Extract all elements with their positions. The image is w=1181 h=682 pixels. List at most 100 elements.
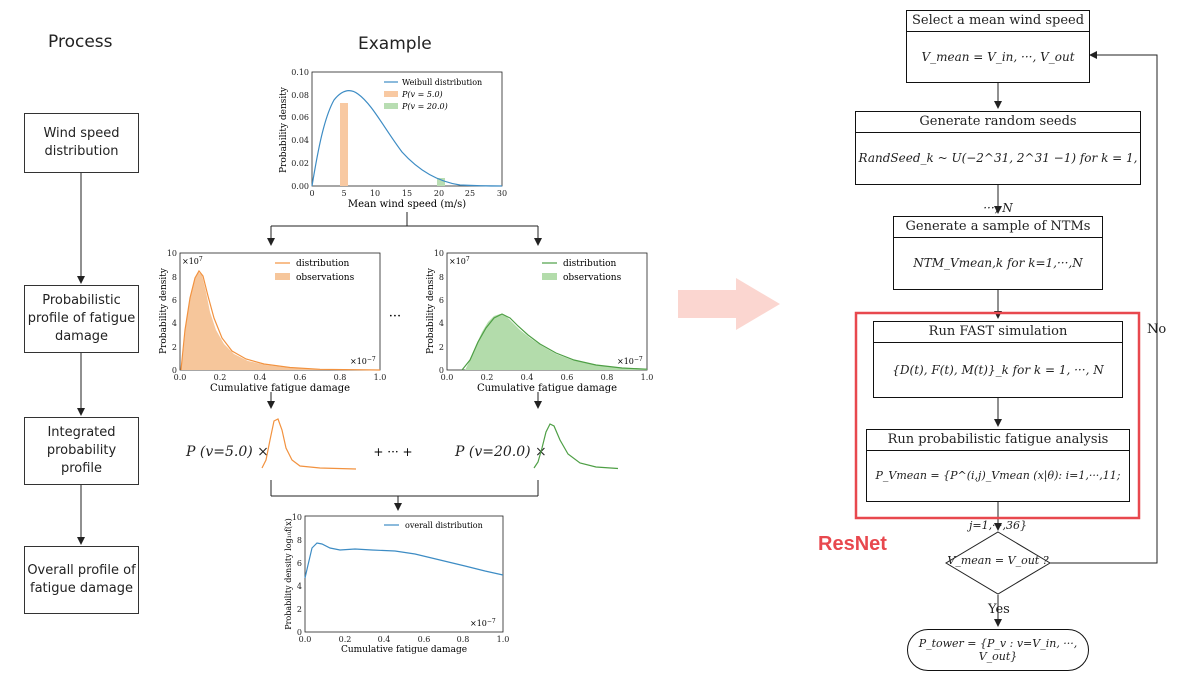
xtick: 10 <box>370 189 380 198</box>
process-box-label: Overall profile of fatigue damage <box>27 563 136 596</box>
transition-arrow-icon <box>678 278 780 330</box>
weibull-ylabel: Probability density <box>279 86 289 173</box>
final-profile-box: P_tower = {P_v : v=V_in, ···, V_out} <box>907 629 1089 671</box>
xtick: 30 <box>497 189 507 198</box>
overall-xlabel: Cumulative fatigue damage <box>341 645 467 655</box>
xtick: 25 <box>465 189 475 198</box>
observations-area <box>465 314 647 370</box>
distribution-chart-v20: 0 2 4 6 8 10 0.0 0.2 0.4 0.6 0.8 1.0 ×10… <box>426 249 653 394</box>
ytick: 8 <box>297 536 302 545</box>
xtick: 0.4 <box>378 635 391 644</box>
xtick: 0.2 <box>481 373 494 382</box>
ytick: 2 <box>439 343 444 352</box>
box-title: Run FAST simulation <box>874 322 1122 343</box>
decision-diamond <box>945 531 1051 595</box>
ytick: 4 <box>439 319 444 328</box>
process-arrows <box>77 173 85 545</box>
legend-item: observations <box>296 273 355 283</box>
box-title: Run probabilistic fatigue analysis <box>867 430 1129 451</box>
observations-area <box>181 272 380 370</box>
example-header: Example <box>358 34 432 54</box>
ytick: 6 <box>172 296 177 305</box>
legend-item: distribution <box>563 259 617 269</box>
box-formula: RandSeed_k ~ U(−2^31, 2^31 −1) for k = 1… <box>858 151 1138 215</box>
overall-distribution-chart: 0 2 4 6 8 10 0.0 0.2 0.4 0.6 0.8 1.0 ×10… <box>284 513 509 655</box>
legend-item: P(v = 20.0) <box>401 102 448 111</box>
x-exponent: ×10−7 <box>470 618 496 628</box>
generate-seeds-box: Generate random seeds RandSeed_k ~ U(−2^… <box>855 111 1141 215</box>
xtick: 0.8 <box>601 373 614 382</box>
xtick: 20 <box>434 189 444 198</box>
process-box-integrated-profile: Integrated probability profile <box>24 417 139 485</box>
sum-term-v5: P (v=5.0) × <box>185 444 269 460</box>
process-box-label: Probabilistic profile of fatigue damage <box>27 293 136 344</box>
legend-item: observations <box>563 273 622 283</box>
run-fatigue-analysis-box: Run probabilistic fatigue analysis P_Vme… <box>866 429 1130 532</box>
box-formula: V_mean = V_in, ···, V_out <box>921 50 1075 64</box>
process-box-label: Integrated probability profile <box>46 425 117 476</box>
xtick: 1.0 <box>641 373 654 382</box>
ytick: 4 <box>172 319 177 328</box>
box-title: Select a mean wind speed <box>907 11 1089 32</box>
xtick: 0.6 <box>418 635 431 644</box>
legend-item: overall distribution <box>405 521 483 530</box>
dist2-xlabel: Cumulative fatigue damage <box>477 383 617 394</box>
xtick: 0.0 <box>441 373 454 382</box>
xtick: 0.2 <box>214 373 227 382</box>
overall-ylabel: Probability density log₁₀f(x) <box>284 518 293 630</box>
process-box-wind-speed: Wind speed distribution <box>24 113 139 173</box>
box-formula: {D(t), F(t), M(t)}_k for k = 1, ···, N <box>892 363 1104 377</box>
bar-v20 <box>437 178 445 186</box>
ytick: 2 <box>172 343 177 352</box>
xtick: 0.0 <box>174 373 187 382</box>
xtick: 0.4 <box>254 373 267 382</box>
generate-ntm-box: Generate a sample of NTMs NTM_Vmean,k fo… <box>893 216 1103 290</box>
xtick: 0.6 <box>561 373 574 382</box>
process-box-probabilistic-profile: Probabilistic profile of fatigue damage <box>24 285 139 353</box>
ytick: 10 <box>292 513 302 522</box>
ytick: 0.04 <box>291 136 309 145</box>
xtick: 5 <box>341 189 346 198</box>
ytick: 0 <box>172 366 177 375</box>
mini-curve-v20 <box>533 423 619 470</box>
legend-item: Weibull distribution <box>402 78 482 87</box>
dist1-ylabel: Probability density <box>159 267 169 354</box>
xtick: 0.2 <box>339 635 352 644</box>
ytick: 6 <box>297 559 302 568</box>
legend-item: P(v = 5.0) <box>401 90 443 99</box>
ytick: 4 <box>297 582 302 591</box>
distribution-curve <box>461 313 648 371</box>
ytick: 10 <box>167 249 177 258</box>
dist1-xlabel: Cumulative fatigue damage <box>210 383 350 394</box>
ellipsis: ··· <box>389 309 401 324</box>
legend-item: distribution <box>296 259 350 269</box>
box-formula: NTM_Vmean,k for k=1,···,N <box>913 256 1083 270</box>
process-header: Process <box>48 32 113 52</box>
decision-label: V_mean = V_out ? <box>947 554 1049 567</box>
ytick: 0.06 <box>291 113 309 122</box>
ytick: 0.00 <box>291 182 309 191</box>
ytick: 8 <box>172 273 177 282</box>
y-exponent: ×107 <box>182 256 203 266</box>
select-wind-speed-box: Select a mean wind speed V_mean = V_in, … <box>906 10 1090 83</box>
box-formula: P_Vmean = {P^(i,j)_Vmean (x|θ): i=1,···,… <box>875 469 1121 532</box>
x-exponent: ×10−7 <box>350 356 376 366</box>
xtick: 1.0 <box>374 373 387 382</box>
ytick: 0.02 <box>291 159 309 168</box>
weibull-curve <box>311 90 503 187</box>
sum-term-v20: P (v=20.0) × <box>454 444 547 460</box>
ytick: 0.08 <box>291 91 309 100</box>
x-exponent: ×10−7 <box>617 356 643 366</box>
distribution-chart-v5: 0 2 4 6 8 10 0.0 0.2 0.4 0.6 0.8 1.0 ×10… <box>159 249 386 394</box>
xtick: 0.6 <box>294 373 307 382</box>
xtick: 0.4 <box>521 373 534 382</box>
flowchart-connectors <box>854 51 1158 627</box>
dist2-ylabel: Probability density <box>426 267 436 354</box>
resnet-label: ResNet <box>818 533 887 555</box>
xtick: 0 <box>309 189 314 198</box>
example-figure: 0.00 0.02 0.04 0.06 0.08 0.10 0 5 10 15 … <box>159 68 653 655</box>
y-exponent: ×107 <box>449 256 470 266</box>
process-box-label: Wind speed distribution <box>43 126 120 159</box>
yes-label: Yes <box>988 602 1010 617</box>
xtick: 1.0 <box>497 635 510 644</box>
